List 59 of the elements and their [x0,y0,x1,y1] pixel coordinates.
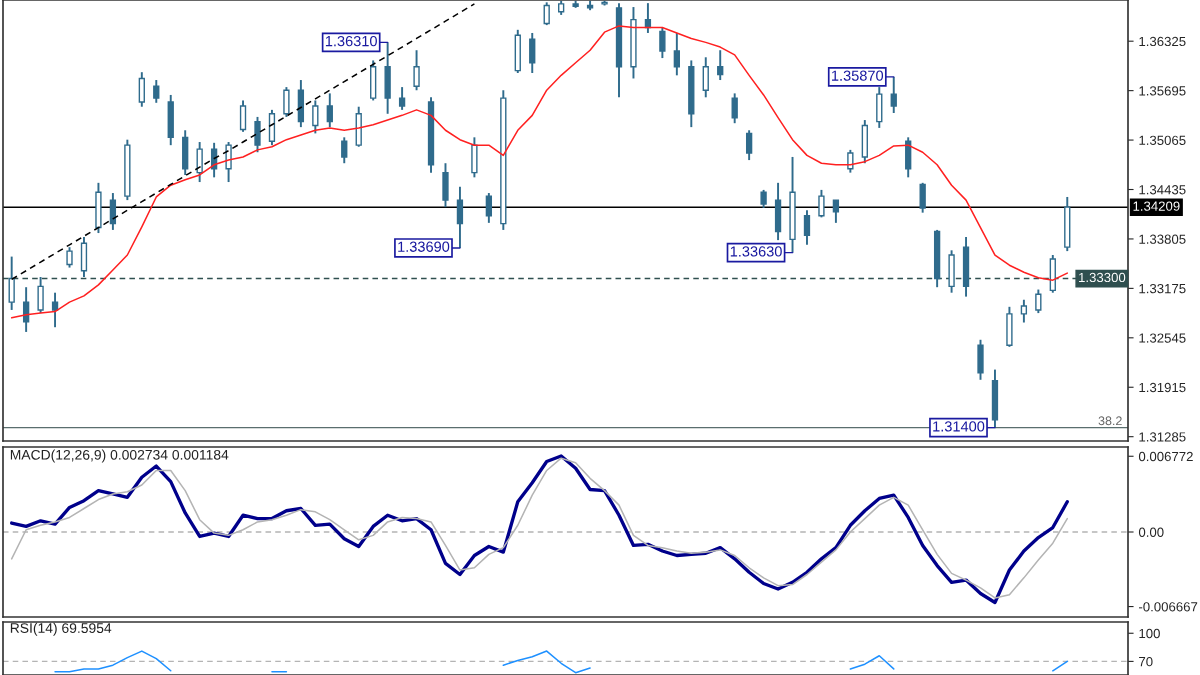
y-tick-label: 1.33805 [1139,234,1186,244]
candlestick [543,1,550,27]
y-tick-label: 70 [1139,656,1153,667]
annotation: 1.31400 [933,421,985,432]
y-tick-label: 0.00 [1138,527,1164,537]
annotation: 1.33690 [398,241,450,252]
candlestick [673,31,680,77]
candlestick [8,255,15,311]
y-tick-label: -0.006667 [1139,602,1198,612]
candlestick [890,75,897,114]
candlestick [153,79,160,104]
candlestick [731,92,738,125]
annotation: 1.36310 [325,35,377,47]
candlestick [326,92,333,129]
candlestick [485,192,493,224]
candlestick [66,246,73,269]
y-tick-label: 100 [1139,628,1160,639]
candlestick [254,115,261,154]
candlestick [745,129,753,162]
y-tick-label: 1.35695 [1139,86,1186,96]
candlestick [225,141,232,184]
text: 38.2 [1098,416,1122,426]
ref-line-label: 1.34209 [1133,201,1180,211]
candlestick [529,31,536,74]
candlestick [659,26,666,60]
candlestick [456,185,464,249]
y-tick-label: 1.31285 [1139,432,1186,442]
candlestick [1020,298,1028,324]
candlestick [413,49,420,92]
y-tick-label: 1.31915 [1139,382,1186,393]
candlestick [919,181,926,214]
candlestick [239,99,247,133]
candlestick [832,199,840,224]
candlestick [51,291,59,329]
y-tick-label: 1.35065 [1139,135,1186,145]
candlestick [109,192,117,231]
candlestick [37,276,44,315]
chart-title: MACD(12,26,9) 0.002734 0.001184 [10,449,229,463]
candlestick [803,209,811,246]
candlestick [283,86,290,118]
annotation: 1.35870 [832,70,884,81]
candlestick [341,136,348,165]
candlestick [398,86,406,111]
candlestick [1035,288,1042,315]
candlestick [760,188,767,209]
candlestick [196,141,203,184]
y-tick-label: 1.36325 [1139,36,1186,47]
candlestick [818,188,825,219]
y-tick-label: 0.006772 [1138,451,1193,462]
candlestick [717,49,724,82]
ref-line-label: 1.33300 [1079,272,1126,283]
candlestick [312,99,319,135]
y-tick-label: 1.34435 [1139,185,1186,195]
annotation: 1.33630 [730,246,782,257]
candlestick [138,71,145,108]
chart-title: RSI(14) 69.5954 [10,622,112,636]
candlestick [702,56,709,99]
y-tick-label: 1.32545 [1139,333,1186,343]
y-tick-label: 1.33175 [1139,283,1186,294]
